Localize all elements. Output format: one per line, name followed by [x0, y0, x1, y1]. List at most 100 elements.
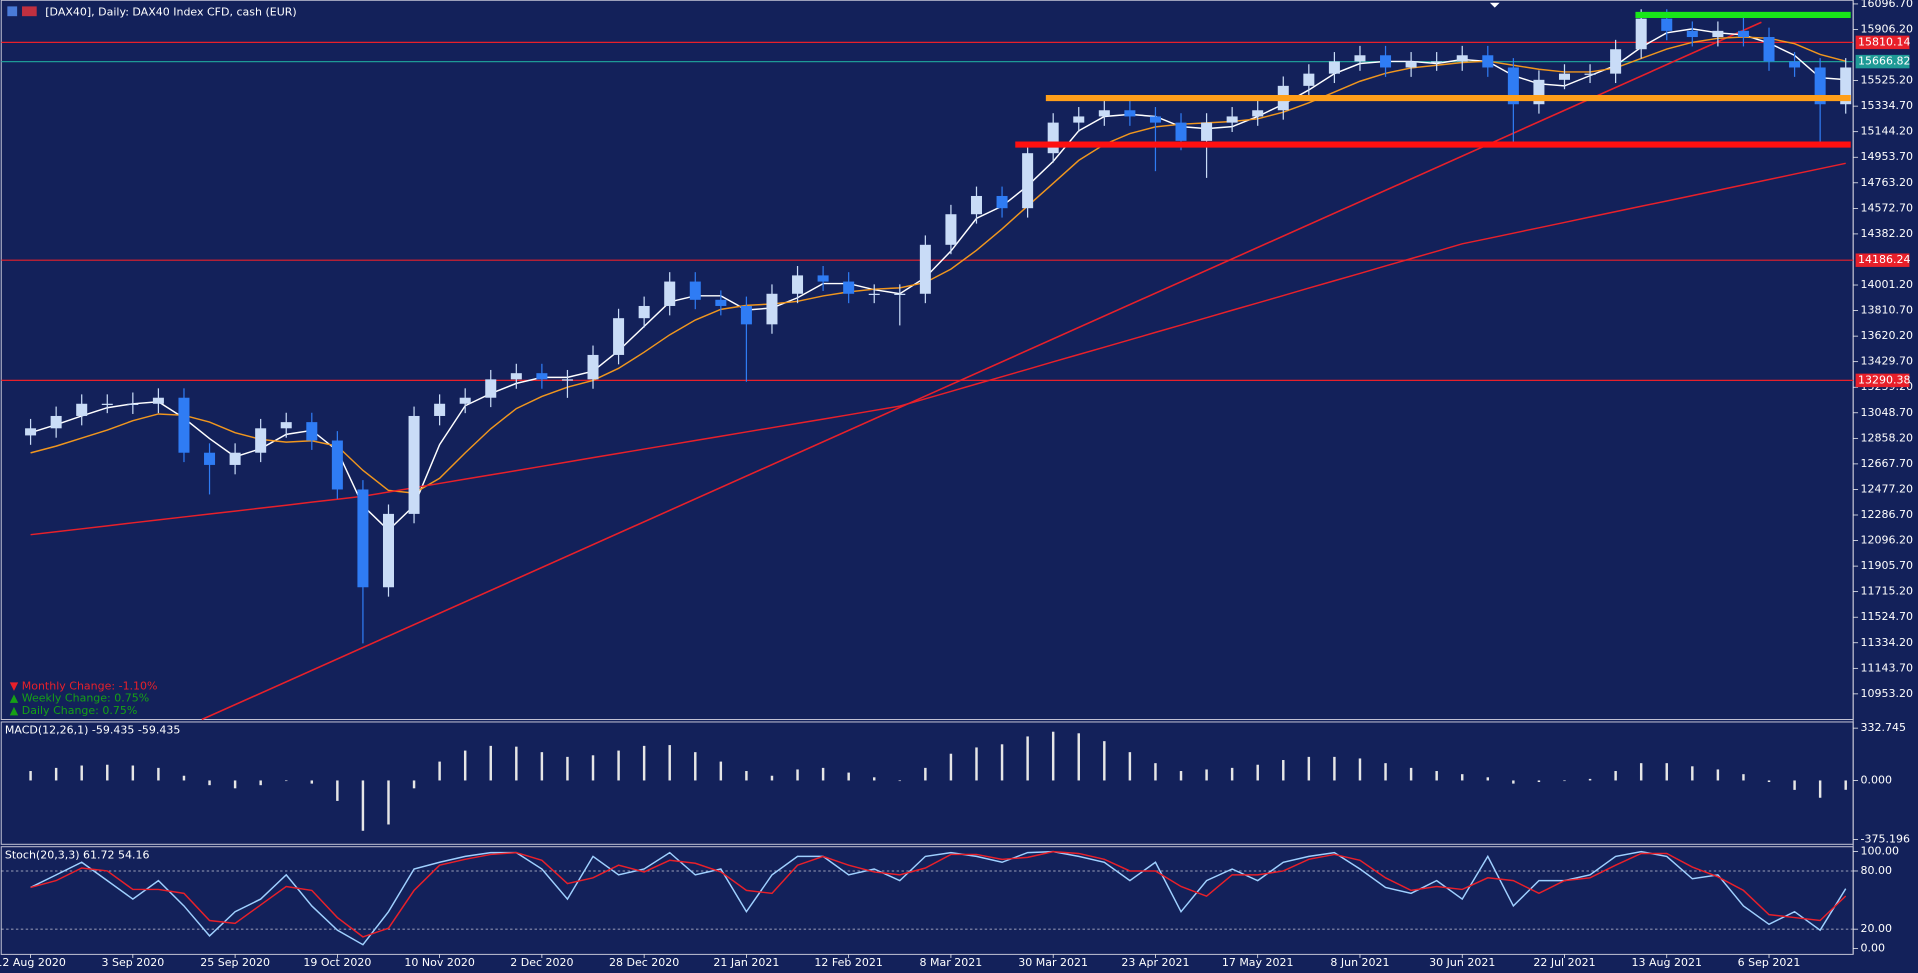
candle-body [817, 275, 829, 282]
macd-bar [1154, 763, 1157, 781]
x-tick-label: 10 Nov 2020 [404, 956, 474, 969]
macd-bar [1000, 744, 1004, 781]
macd-bar [1256, 764, 1259, 781]
y-tick-label: 20.00 [1861, 922, 1893, 935]
candle-body [1763, 37, 1775, 62]
stoch-line [30, 850, 1847, 946]
candle-body [613, 318, 625, 355]
y-tick-label: 15144.20 [1861, 125, 1914, 138]
macd-bar [796, 769, 799, 781]
macd-bar [949, 753, 953, 781]
candle-body [664, 281, 676, 306]
candle-body [1507, 67, 1519, 105]
macd-bar [642, 745, 646, 781]
candle-body [996, 195, 1008, 209]
candle-body [76, 403, 88, 416]
candle-body [1047, 122, 1059, 154]
macd-bar [1128, 752, 1132, 781]
macd-bar [182, 775, 186, 781]
candle-body [1584, 73, 1596, 75]
macd-bar [1512, 780, 1515, 784]
x-tick-label: 12 Aug 2020 [0, 956, 66, 969]
macd-bar [1409, 767, 1413, 781]
candle-body [229, 452, 241, 465]
macd-bar [515, 746, 518, 781]
macd-bar [719, 761, 723, 781]
candle-body [25, 428, 37, 436]
macd-bar [1665, 763, 1668, 781]
candle-body [1354, 55, 1366, 62]
candle-body [1456, 55, 1468, 62]
level-label-bg [1855, 373, 1910, 388]
macd-bar [770, 775, 774, 781]
change-label: ▲ Daily Change: 0.75% [10, 704, 138, 717]
macd-bar [1767, 780, 1771, 783]
candle-body [587, 354, 599, 380]
candle-body [1124, 110, 1136, 117]
macd-bar [1461, 774, 1464, 781]
y-tick-label: 15906.20 [1861, 22, 1914, 35]
macd-bar [1486, 777, 1490, 781]
macd-bar [1103, 741, 1106, 781]
candle-body [1431, 61, 1443, 63]
macd-bar [1358, 758, 1362, 781]
candle-body [1712, 30, 1724, 38]
candle-body [766, 293, 778, 325]
candle-body [1226, 116, 1238, 123]
candle-body [1840, 67, 1852, 105]
candle-body [689, 281, 701, 300]
candle-body [945, 214, 957, 245]
y-tick-label: 80.00 [1861, 864, 1893, 877]
candle-body [280, 422, 292, 429]
candle-body [434, 403, 446, 416]
y-tick-label: 14953.70 [1861, 150, 1914, 163]
candle-body [152, 397, 164, 404]
candle-body [101, 403, 113, 405]
macd-bar [412, 780, 416, 789]
y-tick-label: 0.00 [1861, 942, 1886, 955]
level-label-bg [1855, 253, 1910, 267]
candle-body [127, 403, 139, 405]
macd-bar [489, 745, 492, 781]
y-tick-label: 14001.20 [1861, 278, 1914, 291]
shift-marker [1489, 2, 1500, 8]
macd-bar [924, 767, 927, 781]
macd-bar [1205, 769, 1208, 781]
candle-body [843, 281, 855, 294]
candle-body [792, 275, 804, 294]
macd-bar [898, 780, 902, 782]
candle-body [638, 305, 650, 319]
macd-bar [463, 750, 467, 781]
macd-bar [157, 767, 160, 781]
candle-body [894, 293, 906, 295]
candle-body [919, 244, 931, 294]
x-tick-label: 12 Feb 2021 [814, 956, 882, 969]
moving-average [30, 162, 1846, 536]
candle-body [255, 428, 267, 453]
candle-body [331, 440, 343, 490]
candle-body [1252, 110, 1264, 117]
y-tick-label: 0.000 [1861, 773, 1893, 786]
candle-body [1098, 110, 1110, 117]
change-label: ▲ Weekly Change: 0.75% [10, 692, 149, 705]
macd-bar [1435, 771, 1438, 781]
candle-body [1303, 73, 1315, 86]
macd-bar [1384, 763, 1387, 781]
candle-body [1558, 73, 1570, 80]
macd-bar [387, 780, 390, 825]
candle-body [1482, 55, 1494, 68]
macd-bar [591, 755, 595, 781]
macd-bar [361, 780, 365, 831]
macd-bar [1639, 763, 1643, 781]
macd-bar [1614, 771, 1617, 781]
y-tick-label: 15525.20 [1861, 74, 1914, 87]
level-label: 14186.24 [1858, 253, 1911, 266]
y-tick-label: 15334.70 [1861, 99, 1914, 112]
y-tick-label: 100.00 [1861, 845, 1900, 858]
x-tick-label: 8 Jun 2021 [1330, 956, 1389, 969]
macd-bar [1793, 780, 1796, 790]
macd-bar [1537, 780, 1541, 783]
macd-bar [259, 780, 262, 786]
